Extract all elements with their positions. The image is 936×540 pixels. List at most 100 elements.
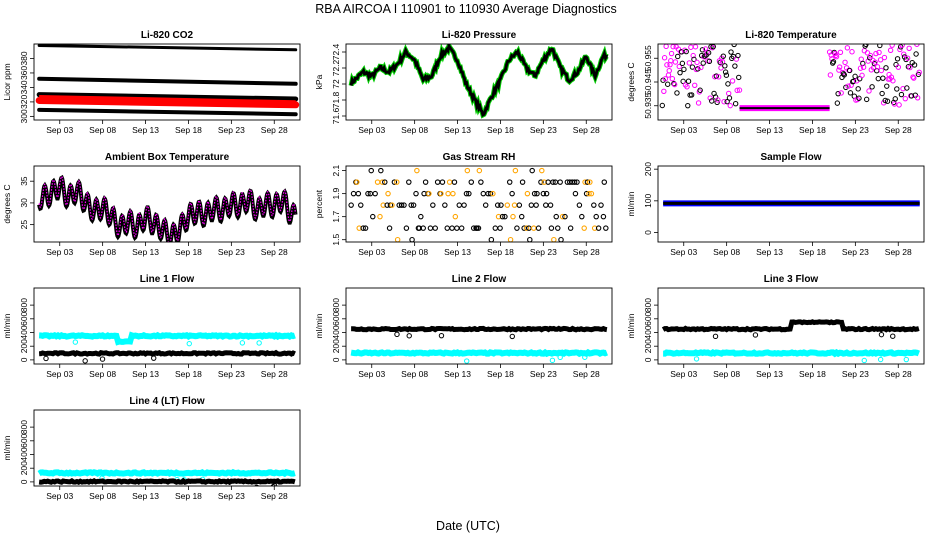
line3-plot-area [661, 319, 920, 364]
temp-point [904, 55, 911, 61]
temp-point [864, 50, 871, 56]
line3-frame [657, 287, 925, 365]
rh-plot-area [348, 167, 609, 242]
line1-outlier [239, 340, 246, 346]
rh-point [394, 236, 401, 242]
rh-point [579, 213, 585, 220]
co2-title: Li-820 CO2 [141, 30, 194, 41]
temp-point [722, 69, 729, 75]
boxtemp-xtick-label: Sep 18 [175, 247, 202, 257]
line3-xtick-label: Sep 28 [885, 369, 912, 379]
temp-point [679, 60, 686, 67]
temp-point [677, 69, 683, 76]
co2-series-line-b [37, 76, 298, 86]
temp-point [913, 51, 919, 57]
rh-point [445, 190, 451, 197]
rh-point [531, 190, 538, 197]
rh-point [498, 202, 504, 208]
temp-xtick-label: Sep 13 [756, 125, 783, 135]
pressure-ytick-label: 72.2 [331, 59, 341, 76]
line3-outlier [890, 333, 896, 339]
rh-point [401, 202, 407, 208]
temp-point [896, 102, 902, 108]
temp-point [724, 98, 730, 105]
rh-point [527, 236, 533, 242]
line3-outlier [903, 356, 910, 363]
temp-point [726, 90, 732, 97]
rh-point [463, 190, 470, 197]
rh-point [572, 190, 579, 197]
rh-point [514, 225, 520, 231]
rh-point [379, 179, 386, 185]
panel-pressure: Li-820 Pressure kPa 71.671.8 72 72.272.4 Sep … [314, 30, 613, 135]
rh-point [488, 236, 495, 242]
co2-ytick-label: 360 [19, 66, 29, 80]
temp-point [845, 83, 851, 89]
co2-series-line-a [37, 44, 298, 52]
line3-ytick-label: 0 [643, 357, 653, 362]
panel-temp: Li-820 Temperature degrees C 50.93550.9455… [626, 30, 925, 135]
temp-point [726, 95, 733, 101]
line4-ytick-label: 0 [19, 479, 29, 484]
temp-point [854, 96, 861, 103]
temp-point [911, 75, 917, 81]
temp-point [672, 59, 679, 65]
rh-xtick-label: Sep 13 [444, 247, 471, 257]
temp-point [906, 45, 912, 51]
rh-point [528, 202, 535, 208]
pressure-xtick-label: Sep 23 [530, 125, 557, 135]
rh-point [350, 190, 357, 197]
rh-point [507, 236, 514, 242]
temp-point [699, 47, 706, 53]
line2-plot-area [350, 325, 608, 364]
rh-point [571, 179, 578, 185]
pressure-ytick-label: 71.6 [331, 107, 341, 124]
rh-point [422, 179, 429, 185]
rh-point [398, 202, 405, 208]
rh-point [444, 225, 451, 231]
line2-outlier [557, 354, 563, 361]
rh-point [550, 179, 556, 185]
line2-xtick-label: Sep 03 [358, 369, 385, 379]
line1-outlier [43, 355, 49, 362]
rh-point [368, 167, 374, 174]
panel-boxtemp: Ambient Box Temperature degrees C 25 30 35 Se… [2, 152, 301, 257]
rh-point [558, 236, 564, 242]
line4-ytick-label: 800 [19, 420, 29, 434]
temp-point [858, 56, 864, 62]
rh-point [434, 179, 441, 185]
line3-xtick-label: Sep 08 [713, 369, 740, 379]
temp-point [692, 82, 698, 88]
boxtemp-plot-area [37, 174, 298, 242]
rh-point [557, 179, 563, 185]
rh-point [394, 179, 400, 185]
temp-point [911, 62, 918, 68]
temp-point [736, 87, 743, 93]
temp-ytick-label: 50.935 [643, 92, 653, 118]
temp-point [874, 64, 881, 70]
line3-xtick-label: Sep 18 [799, 369, 826, 379]
line4-ylabel: ml/min [2, 435, 12, 460]
temp-point [836, 67, 842, 73]
temp-ylabel: degrees C [626, 62, 636, 101]
temp-point [697, 87, 703, 93]
pressure-ylabel: kPa [314, 74, 324, 89]
rh-point [581, 225, 587, 231]
rh-point [490, 190, 496, 197]
temp-point [698, 64, 704, 71]
temp-point [688, 92, 695, 98]
line2-ytick-label: 400 [331, 325, 341, 339]
temp-point [661, 55, 668, 61]
rh-point [534, 190, 540, 197]
temp-segment-2 [826, 44, 922, 108]
temp-point [709, 44, 716, 51]
rh-point [518, 213, 525, 220]
temp-point [867, 52, 874, 59]
temp-point [863, 96, 870, 103]
rh-point [574, 179, 580, 185]
rh-point [600, 213, 607, 220]
temp-xtick-label: Sep 23 [842, 125, 869, 135]
temp-point [714, 99, 720, 106]
